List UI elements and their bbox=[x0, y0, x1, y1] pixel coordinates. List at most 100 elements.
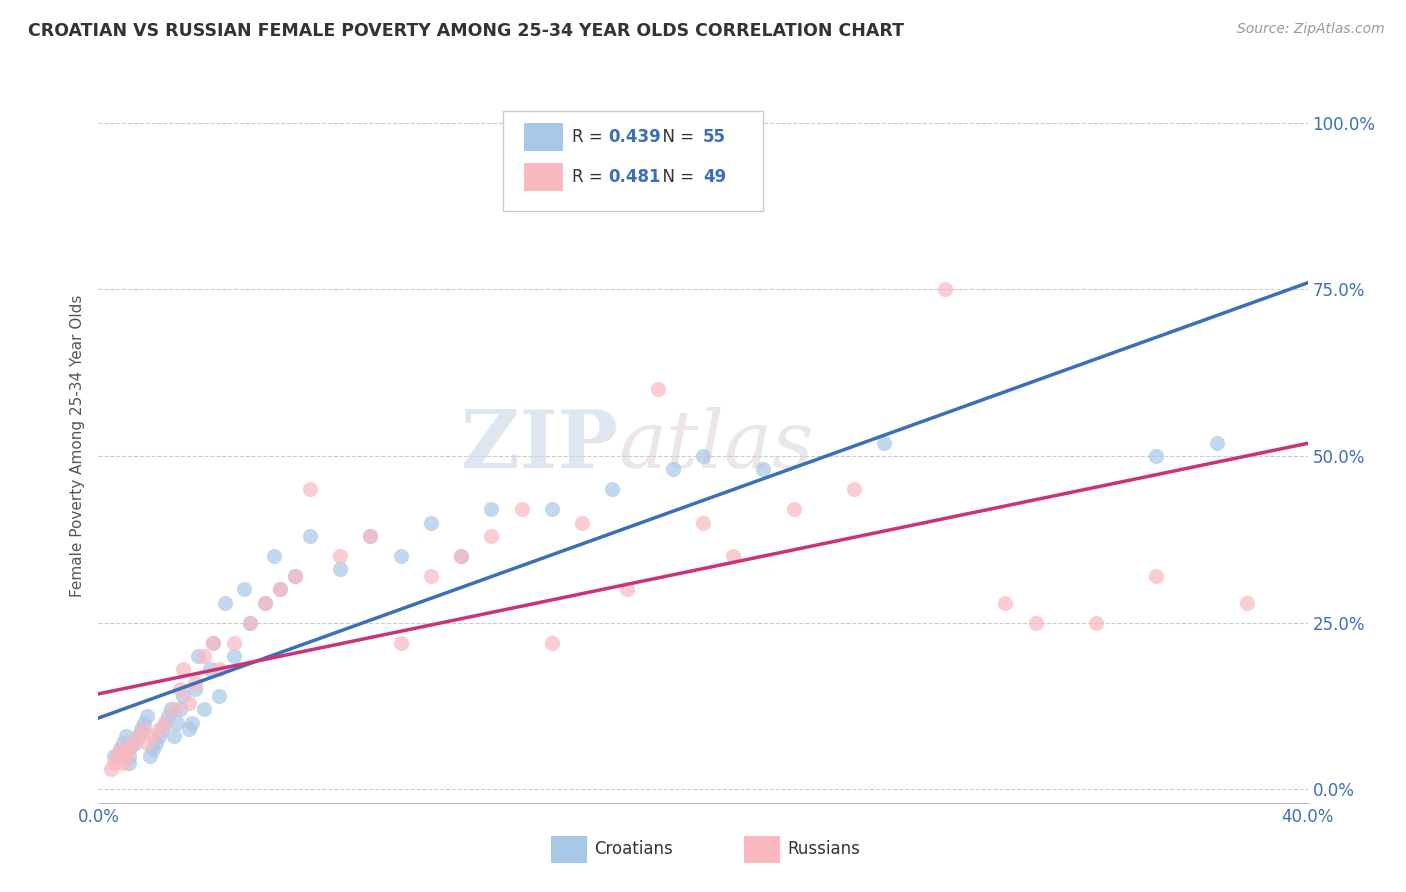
Point bbox=[135, 709, 157, 723]
Point bbox=[224, 636, 246, 650]
Point bbox=[661, 462, 683, 476]
Text: Russians: Russians bbox=[787, 840, 860, 858]
Point bbox=[124, 736, 146, 750]
Point bbox=[299, 529, 322, 543]
Point bbox=[108, 742, 131, 756]
Point bbox=[239, 615, 262, 630]
Point bbox=[153, 715, 176, 730]
Point bbox=[132, 715, 155, 730]
Point bbox=[540, 636, 562, 650]
Point bbox=[202, 636, 225, 650]
Point bbox=[184, 675, 207, 690]
Point bbox=[145, 736, 167, 750]
Point bbox=[118, 756, 141, 770]
Point bbox=[1144, 569, 1167, 583]
Text: atlas: atlas bbox=[619, 408, 814, 484]
Point bbox=[142, 729, 165, 743]
Point bbox=[166, 715, 188, 730]
Point bbox=[163, 702, 186, 716]
Point bbox=[1144, 449, 1167, 463]
Point bbox=[1024, 615, 1046, 630]
Point bbox=[284, 569, 307, 583]
Text: R =: R = bbox=[572, 168, 609, 186]
Point bbox=[132, 723, 155, 737]
FancyBboxPatch shape bbox=[524, 162, 562, 191]
Point bbox=[269, 582, 291, 597]
Text: 55: 55 bbox=[703, 128, 725, 146]
Point bbox=[193, 702, 215, 716]
Point bbox=[692, 516, 714, 530]
Point bbox=[1206, 435, 1229, 450]
Point bbox=[214, 596, 236, 610]
Point bbox=[129, 723, 152, 737]
Point bbox=[873, 435, 896, 450]
Point bbox=[844, 483, 866, 497]
Point bbox=[934, 282, 956, 296]
Point bbox=[148, 729, 170, 743]
Point bbox=[169, 682, 191, 697]
Point bbox=[616, 582, 638, 597]
Text: N =: N = bbox=[652, 168, 700, 186]
Point bbox=[169, 702, 191, 716]
Point bbox=[420, 516, 443, 530]
Point bbox=[127, 729, 149, 743]
Point bbox=[118, 749, 141, 764]
Text: Croatians: Croatians bbox=[595, 840, 673, 858]
Point bbox=[510, 502, 533, 516]
Point bbox=[148, 723, 170, 737]
Point bbox=[360, 529, 382, 543]
Point bbox=[224, 649, 246, 664]
Point bbox=[184, 682, 207, 697]
Point bbox=[783, 502, 806, 516]
Point bbox=[1236, 596, 1258, 610]
Point bbox=[156, 709, 179, 723]
Text: 0.439: 0.439 bbox=[609, 128, 661, 146]
Point bbox=[571, 516, 593, 530]
Point bbox=[752, 462, 775, 476]
Point bbox=[420, 569, 443, 583]
Text: R =: R = bbox=[572, 128, 609, 146]
Point bbox=[647, 382, 669, 396]
Point bbox=[181, 715, 204, 730]
Point bbox=[269, 582, 291, 597]
Point bbox=[360, 529, 382, 543]
Point bbox=[114, 729, 136, 743]
Point bbox=[118, 742, 141, 756]
Point bbox=[179, 723, 201, 737]
FancyBboxPatch shape bbox=[551, 836, 586, 863]
Point bbox=[389, 549, 412, 563]
FancyBboxPatch shape bbox=[524, 123, 562, 152]
Point bbox=[127, 729, 149, 743]
Point bbox=[208, 689, 231, 703]
Point bbox=[450, 549, 472, 563]
Text: Source: ZipAtlas.com: Source: ZipAtlas.com bbox=[1237, 22, 1385, 37]
Point bbox=[329, 562, 352, 576]
Point bbox=[284, 569, 307, 583]
Point bbox=[193, 649, 215, 664]
Point bbox=[208, 662, 231, 676]
Point bbox=[111, 756, 134, 770]
Point bbox=[202, 636, 225, 650]
Point bbox=[481, 502, 503, 516]
Point bbox=[153, 715, 176, 730]
Point bbox=[100, 763, 122, 777]
Point bbox=[389, 636, 412, 650]
Point bbox=[142, 742, 165, 756]
Point bbox=[200, 662, 222, 676]
Point bbox=[540, 502, 562, 516]
Point bbox=[263, 549, 285, 563]
Point bbox=[105, 749, 128, 764]
Point bbox=[692, 449, 714, 463]
FancyBboxPatch shape bbox=[744, 836, 780, 863]
Point bbox=[239, 615, 262, 630]
Point bbox=[253, 596, 276, 610]
Point bbox=[172, 662, 194, 676]
Text: ZIP: ZIP bbox=[461, 407, 619, 485]
Point bbox=[103, 749, 125, 764]
Point bbox=[450, 549, 472, 563]
Point bbox=[299, 483, 322, 497]
Text: N =: N = bbox=[652, 128, 700, 146]
Point bbox=[111, 736, 134, 750]
Point bbox=[108, 742, 131, 756]
Text: CROATIAN VS RUSSIAN FEMALE POVERTY AMONG 25-34 YEAR OLDS CORRELATION CHART: CROATIAN VS RUSSIAN FEMALE POVERTY AMONG… bbox=[28, 22, 904, 40]
